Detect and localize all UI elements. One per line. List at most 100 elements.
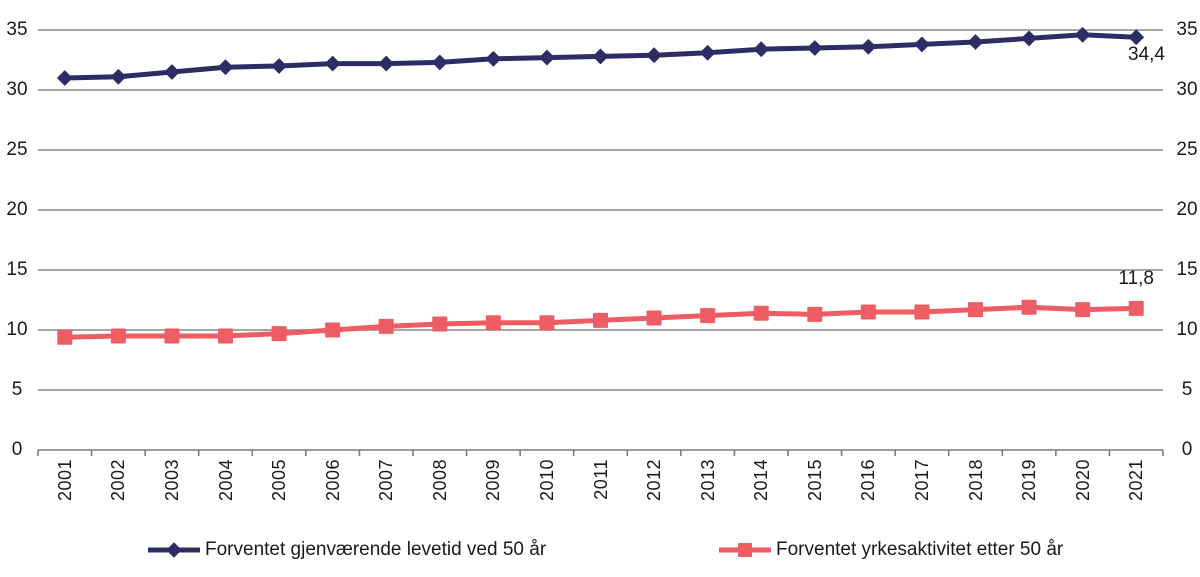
- y-tick-label-left: 30: [6, 79, 28, 100]
- marker-square-yrkesaktivitet: [325, 322, 341, 338]
- x-tick-cell: 2008: [413, 459, 467, 501]
- x-tick-label: 2007: [376, 459, 397, 502]
- y-tick-label-right: 15: [1176, 259, 1198, 280]
- marker-square-yrkesaktivitet: [753, 305, 769, 321]
- data-label-levetid: 34,4: [1128, 44, 1165, 65]
- y-tick-label-right: 25: [1176, 139, 1198, 160]
- x-tick-cell: 2015: [788, 459, 842, 501]
- marker-diamond-levetid: [56, 70, 73, 86]
- y-tick-label-left: 10: [6, 319, 28, 340]
- y-tick-label-right: 30: [1176, 79, 1198, 100]
- y-tick-label-right: 0: [1181, 439, 1193, 460]
- y-tick-label-right: 5: [1181, 379, 1193, 400]
- x-tick-label: 2019: [1019, 459, 1040, 502]
- marker-square-yrkesaktivitet: [485, 315, 501, 331]
- x-tick-cell: 2014: [735, 459, 789, 501]
- x-tick-label: 2012: [644, 459, 665, 502]
- marker-square-yrkesaktivitet: [860, 304, 876, 320]
- x-tick-cell: 2001: [38, 459, 92, 501]
- marker-diamond-levetid: [110, 68, 127, 85]
- x-axis-labels: 2001 2002 2003 2004 2005 2006 2007 2008 2009 2010…: [38, 459, 1163, 501]
- x-tick-cell: 2020: [1056, 459, 1110, 501]
- y-tick-label-left: 0: [11, 439, 23, 460]
- marker-square-yrkesaktivitet: [1128, 300, 1144, 316]
- x-tick-label: 2020: [1072, 459, 1093, 502]
- marker-diamond-levetid: [217, 59, 234, 76]
- marker-square-yrkesaktivitet: [646, 310, 662, 326]
- x-tick-cell: 2021: [1110, 459, 1164, 501]
- marker-square-yrkesaktivitet: [164, 328, 180, 344]
- y-tick-label-right: 10: [1176, 319, 1198, 340]
- marker-diamond-levetid: [753, 41, 770, 58]
- marker-square-yrkesaktivitet: [968, 302, 983, 318]
- marker-square-yrkesaktivitet: [110, 328, 126, 344]
- data-label-yrkesaktivitet: 11,8: [1118, 268, 1154, 289]
- marker-diamond-levetid: [271, 58, 287, 74]
- x-tick-cell: 2018: [949, 459, 1003, 501]
- x-tick-label: 2011: [590, 459, 611, 500]
- marker-square-yrkesaktivitet: [700, 308, 716, 324]
- marker-diamond-levetid: [164, 64, 180, 80]
- legend-square-marker-icon: [719, 543, 771, 557]
- x-tick-label: 2003: [161, 459, 182, 502]
- x-tick-label: 2009: [483, 459, 504, 502]
- marker-diamond-levetid: [1021, 30, 1037, 47]
- marker-square-yrkesaktivitet: [218, 328, 233, 344]
- marker-diamond-levetid: [914, 36, 930, 53]
- marker-square-yrkesaktivitet: [1075, 302, 1091, 318]
- marker-diamond-levetid: [324, 55, 341, 72]
- x-tick-label: 2004: [215, 459, 236, 502]
- legend-label-levetid: Forventet gjenværende levetid ved 50 år: [205, 539, 547, 560]
- x-tick-cell: 2012: [627, 459, 681, 501]
- x-tick-cell: 2002: [92, 459, 146, 501]
- x-tick-cell: 2005: [252, 459, 306, 501]
- legend-label-yrkesaktivitet: Forventet yrkesaktivitet etter 50 år: [776, 539, 1064, 560]
- marker-diamond-levetid: [485, 50, 502, 67]
- x-tick-label: 2006: [322, 459, 343, 502]
- x-tick-label: 2018: [965, 459, 986, 502]
- x-tick-label: 2015: [804, 459, 825, 502]
- marker-diamond-levetid: [378, 55, 395, 72]
- x-tick-cell: 2013: [681, 459, 735, 501]
- marker-diamond-levetid: [699, 44, 716, 61]
- x-tick-cell: 2003: [145, 459, 199, 501]
- y-tick-label-right: 20: [1176, 199, 1198, 220]
- marker-square-yrkesaktivitet: [807, 306, 823, 322]
- x-tick-label: 2010: [536, 459, 557, 502]
- marker-diamond-levetid: [967, 34, 984, 50]
- marker-square-yrkesaktivitet: [914, 304, 930, 320]
- marker-diamond-levetid: [539, 49, 555, 66]
- y-tick-label-right: 35: [1176, 19, 1198, 40]
- marker-square-yrkesaktivitet: [539, 315, 555, 331]
- x-tick-label: 2014: [751, 459, 772, 502]
- x-tick-cell: 2011: [574, 459, 628, 501]
- y-tick-label-left: 15: [6, 259, 28, 280]
- x-tick-cell: 2009: [467, 459, 521, 501]
- marker-square-yrkesaktivitet: [57, 329, 73, 345]
- legend-item-levetid: Forventet gjenværende levetid ved 50 år: [148, 536, 546, 564]
- y-tick-label-left: 5: [11, 379, 23, 400]
- x-tick-label: 2008: [429, 459, 450, 502]
- marker-diamond-levetid: [1128, 29, 1145, 46]
- x-tick-cell: 2019: [1002, 459, 1056, 501]
- marker-diamond-levetid: [860, 38, 877, 55]
- marker-square-yrkesaktivitet: [1021, 299, 1037, 315]
- marker-square-yrkesaktivitet: [378, 318, 394, 334]
- x-tick-label: 2021: [1126, 459, 1147, 502]
- marker-diamond-levetid: [592, 48, 609, 65]
- x-tick-cell: 2017: [895, 459, 949, 501]
- x-tick-label: 2005: [269, 459, 290, 502]
- x-tick-label: 2002: [108, 459, 129, 502]
- x-tick-label: 2016: [858, 459, 879, 502]
- legend-item-yrkesaktivitet: Forventet yrkesaktivitet etter 50 år: [719, 536, 1063, 564]
- y-tick-label-left: 35: [6, 19, 28, 40]
- x-tick-cell: 2016: [842, 459, 896, 501]
- marker-diamond-levetid: [431, 54, 448, 71]
- marker-square-yrkesaktivitet: [432, 316, 448, 332]
- legend-diamond-marker-icon: [148, 542, 200, 558]
- marker-diamond-levetid: [646, 47, 662, 64]
- marker-square-yrkesaktivitet: [271, 326, 287, 342]
- y-tick-label-left: 20: [6, 199, 28, 220]
